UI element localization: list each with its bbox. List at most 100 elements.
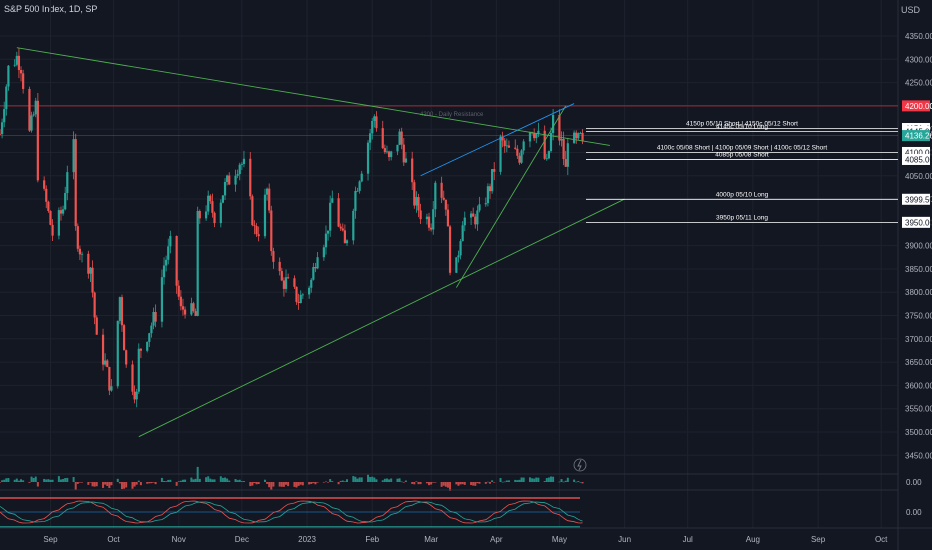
histogram-bar bbox=[533, 478, 536, 482]
histogram-bar bbox=[87, 482, 90, 485]
candle-body bbox=[3, 109, 6, 123]
histogram-bar bbox=[5, 478, 8, 482]
histogram-bar bbox=[446, 482, 449, 488]
histogram-bar bbox=[242, 481, 245, 482]
histogram-bar bbox=[238, 479, 241, 482]
histogram-bar bbox=[472, 482, 475, 486]
histogram-bar bbox=[34, 476, 37, 482]
candle-body bbox=[236, 174, 239, 176]
histogram-bar bbox=[287, 482, 290, 487]
candle-body bbox=[242, 158, 246, 165]
x-tick-label: Mar bbox=[424, 535, 438, 544]
candle-body bbox=[354, 190, 357, 211]
histogram-bar bbox=[169, 479, 172, 482]
histogram-bar bbox=[17, 480, 20, 482]
candle-body bbox=[133, 391, 136, 400]
candle-body bbox=[314, 267, 317, 269]
x-tick-label: Aug bbox=[746, 535, 760, 544]
candle-body bbox=[369, 133, 372, 143]
candle-body bbox=[118, 297, 121, 321]
histogram-bar bbox=[278, 482, 281, 487]
oscillator-line-slow bbox=[0, 501, 583, 523]
candle-body bbox=[533, 133, 536, 139]
histogram-bar bbox=[249, 482, 252, 487]
candle-body bbox=[434, 182, 437, 210]
candle-body bbox=[61, 209, 65, 214]
candle-body bbox=[301, 294, 304, 296]
candle-body bbox=[270, 210, 273, 252]
histogram-bar bbox=[402, 482, 405, 483]
histogram-bar bbox=[516, 480, 519, 482]
histogram-bar bbox=[32, 477, 35, 482]
candle-body bbox=[448, 226, 452, 273]
trendline-upper bbox=[16, 47, 610, 146]
histogram-bar bbox=[360, 477, 363, 482]
histogram-bar bbox=[22, 480, 25, 482]
histogram-bar bbox=[343, 481, 346, 482]
histogram-bar bbox=[236, 480, 239, 482]
histogram-bar bbox=[310, 482, 313, 484]
candle-body bbox=[331, 198, 334, 203]
candle-body bbox=[312, 267, 315, 280]
histogram-bar bbox=[181, 479, 184, 482]
histogram-bar bbox=[135, 482, 138, 485]
x-tick-label: Oct bbox=[107, 535, 120, 544]
level-annotation: 4150p 05/10 Short | 4150c 05/12 Short bbox=[686, 121, 798, 128]
candle-body bbox=[257, 234, 260, 237]
candle-body bbox=[396, 144, 399, 152]
histogram-bar bbox=[295, 482, 298, 488]
histogram-bar bbox=[501, 481, 504, 483]
histogram-bar bbox=[20, 479, 23, 482]
histogram-bar bbox=[411, 482, 414, 484]
candle-body bbox=[373, 116, 376, 121]
histogram-bar bbox=[175, 482, 178, 486]
candle-body bbox=[190, 303, 193, 315]
histogram-bar bbox=[192, 479, 195, 482]
histogram-bar bbox=[137, 480, 140, 482]
histogram-bar bbox=[558, 481, 561, 483]
candle-body bbox=[74, 139, 77, 227]
histogram-bar bbox=[196, 466, 199, 482]
candle-body bbox=[238, 164, 241, 175]
candle-body bbox=[415, 197, 418, 206]
candle-body bbox=[343, 230, 346, 244]
candle-body bbox=[366, 142, 370, 174]
candle-body bbox=[579, 132, 582, 134]
histogram-bar bbox=[219, 476, 222, 482]
candle-body bbox=[93, 292, 96, 318]
histogram-bar bbox=[108, 482, 111, 489]
candle-body bbox=[108, 366, 111, 391]
candle-body bbox=[310, 279, 313, 288]
histogram-bar bbox=[531, 478, 534, 482]
histogram-bar bbox=[120, 482, 123, 490]
candle-body bbox=[457, 255, 460, 258]
price-label-box bbox=[902, 146, 930, 158]
candle-body bbox=[488, 186, 492, 192]
candle-body bbox=[516, 148, 519, 156]
candle-body bbox=[110, 386, 113, 391]
histogram-bar bbox=[434, 482, 437, 483]
candle-body bbox=[106, 360, 109, 367]
candle-body bbox=[455, 257, 458, 273]
candle-body bbox=[22, 73, 25, 89]
candle-body bbox=[440, 182, 443, 198]
histogram-bar bbox=[36, 482, 39, 487]
histogram-bar bbox=[190, 477, 193, 482]
candle-body bbox=[179, 296, 182, 307]
candle-body bbox=[120, 297, 124, 326]
candle-body bbox=[419, 210, 422, 220]
candle-body bbox=[299, 294, 302, 304]
candle-body bbox=[17, 55, 21, 71]
rising-wedge-resistance bbox=[420, 103, 575, 177]
candle-body bbox=[192, 303, 195, 312]
histogram-bar bbox=[106, 482, 109, 486]
candle-body bbox=[383, 148, 386, 153]
candle-body bbox=[560, 138, 563, 141]
histogram-bar bbox=[413, 482, 416, 485]
histogram-bar bbox=[268, 482, 271, 488]
histogram-bar bbox=[1, 480, 4, 482]
y-tick-label: 4050.00 bbox=[905, 172, 932, 181]
candle-body bbox=[387, 151, 391, 158]
y-tick-label: 4350.00 bbox=[905, 32, 932, 41]
